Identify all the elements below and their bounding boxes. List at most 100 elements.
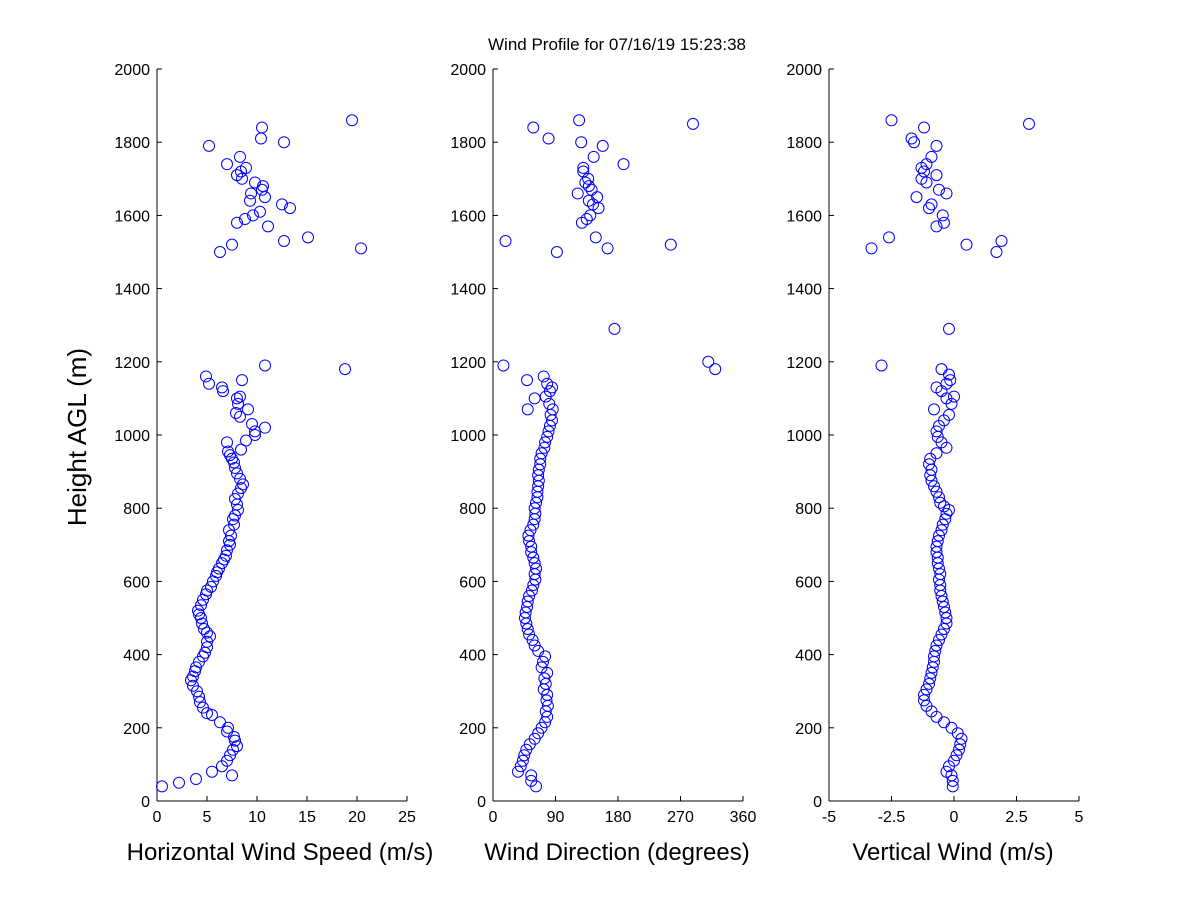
data-point [936, 595, 949, 608]
data-point [944, 374, 957, 387]
x-tick-label-wind-direction: 0 [489, 809, 498, 826]
data-point [225, 529, 237, 542]
data-point [244, 194, 256, 207]
data-point [230, 407, 242, 420]
data-point [910, 191, 923, 204]
data-point [920, 683, 933, 696]
data-point [249, 176, 261, 189]
data-point [596, 139, 609, 152]
data-point [923, 458, 935, 471]
data-point [929, 644, 942, 657]
x-tick-label-horizontal-wind-speed: 15 [298, 809, 316, 826]
x-tick-label-vertical-wind: 2.5 [1005, 809, 1027, 826]
y-tick-label-horizontal-wind-speed: 0 [141, 794, 150, 811]
data-point [302, 231, 314, 244]
data-points-horizontal-wind-speed [156, 114, 367, 793]
data-point [995, 235, 1008, 248]
data-point [197, 701, 209, 714]
data-point [930, 139, 943, 152]
data-point [933, 529, 945, 542]
data-point [231, 392, 243, 405]
data-point [582, 194, 595, 207]
data-point [935, 628, 948, 641]
data-point [885, 114, 898, 127]
data-point [221, 544, 233, 557]
x-tick-label-horizontal-wind-speed: 5 [203, 809, 212, 826]
y-tick-label-vertical-wind: 1400 [786, 282, 822, 299]
data-point [925, 198, 938, 211]
data-point [201, 626, 213, 639]
data-point [247, 209, 259, 222]
y-tick-label-vertical-wind: 2000 [786, 62, 822, 79]
data-point [196, 617, 208, 630]
data-point [542, 425, 555, 438]
data-point [231, 169, 243, 182]
data-point [201, 584, 213, 597]
data-point [234, 390, 246, 403]
data-point [702, 355, 715, 368]
x-tick-label-vertical-wind: -2.5 [878, 809, 906, 826]
data-point [541, 430, 554, 443]
data-point [709, 363, 722, 376]
data-point [601, 242, 614, 255]
data-point [933, 183, 945, 196]
data-point [940, 507, 953, 520]
y-tick-label-wind-direction: 600 [459, 574, 486, 591]
y-tick-label-horizontal-wind-speed: 2000 [114, 62, 150, 79]
data-point [940, 187, 953, 200]
data-point [203, 139, 215, 152]
data-point [542, 132, 555, 145]
data-point [528, 639, 541, 652]
data-point [203, 377, 215, 390]
x-axis-label-vertical-wind: Vertical Wind (m/s) [852, 839, 1053, 866]
data-point [231, 216, 243, 229]
data-point [232, 397, 244, 410]
data-point [948, 390, 960, 403]
data-point [256, 121, 268, 134]
data-point [930, 540, 943, 553]
y-tick-label-vertical-wind: 1800 [786, 135, 822, 152]
data-point [935, 363, 948, 376]
data-point [943, 408, 955, 421]
data-points-wind-direction [497, 114, 722, 793]
data-point [521, 622, 534, 635]
data-point [194, 696, 206, 709]
data-point [206, 708, 218, 721]
data-point [577, 165, 590, 178]
data-point [930, 425, 943, 438]
data-point [521, 403, 534, 416]
data-point [235, 443, 247, 456]
data-point [222, 721, 234, 734]
data-point [580, 213, 593, 226]
data-point [950, 749, 963, 762]
data-point [883, 231, 895, 244]
y-tick-label-vertical-wind: 600 [795, 574, 822, 591]
data-point [940, 765, 953, 778]
data-point [925, 150, 938, 163]
data-point [925, 666, 938, 679]
x-tick-label-vertical-wind: 0 [950, 809, 959, 826]
data-point [582, 180, 595, 193]
y-tick-label-vertical-wind: 400 [795, 648, 822, 665]
y-tick-label-horizontal-wind-speed: 400 [123, 648, 150, 665]
data-point [525, 584, 538, 597]
data-point [156, 780, 168, 793]
y-tick-label-wind-direction: 800 [459, 501, 486, 518]
data-point [516, 754, 529, 767]
y-tick-label-wind-direction: 2000 [450, 62, 486, 79]
x-tick-label-horizontal-wind-speed: 25 [398, 809, 416, 826]
data-point [195, 599, 207, 612]
data-point [232, 504, 244, 517]
data-point [687, 117, 699, 130]
data-point [221, 158, 233, 171]
data-point [936, 209, 949, 222]
data-point [497, 359, 510, 372]
x-tick-label-wind-direction: 90 [547, 809, 565, 826]
data-point [543, 397, 556, 410]
data-point [946, 774, 959, 787]
y-tick-label-wind-direction: 1800 [450, 135, 486, 152]
data-point [537, 370, 550, 383]
y-tick-label-vertical-wind: 200 [795, 721, 822, 738]
data-point [239, 213, 251, 226]
x-tick-label-wind-direction: 180 [605, 809, 632, 826]
